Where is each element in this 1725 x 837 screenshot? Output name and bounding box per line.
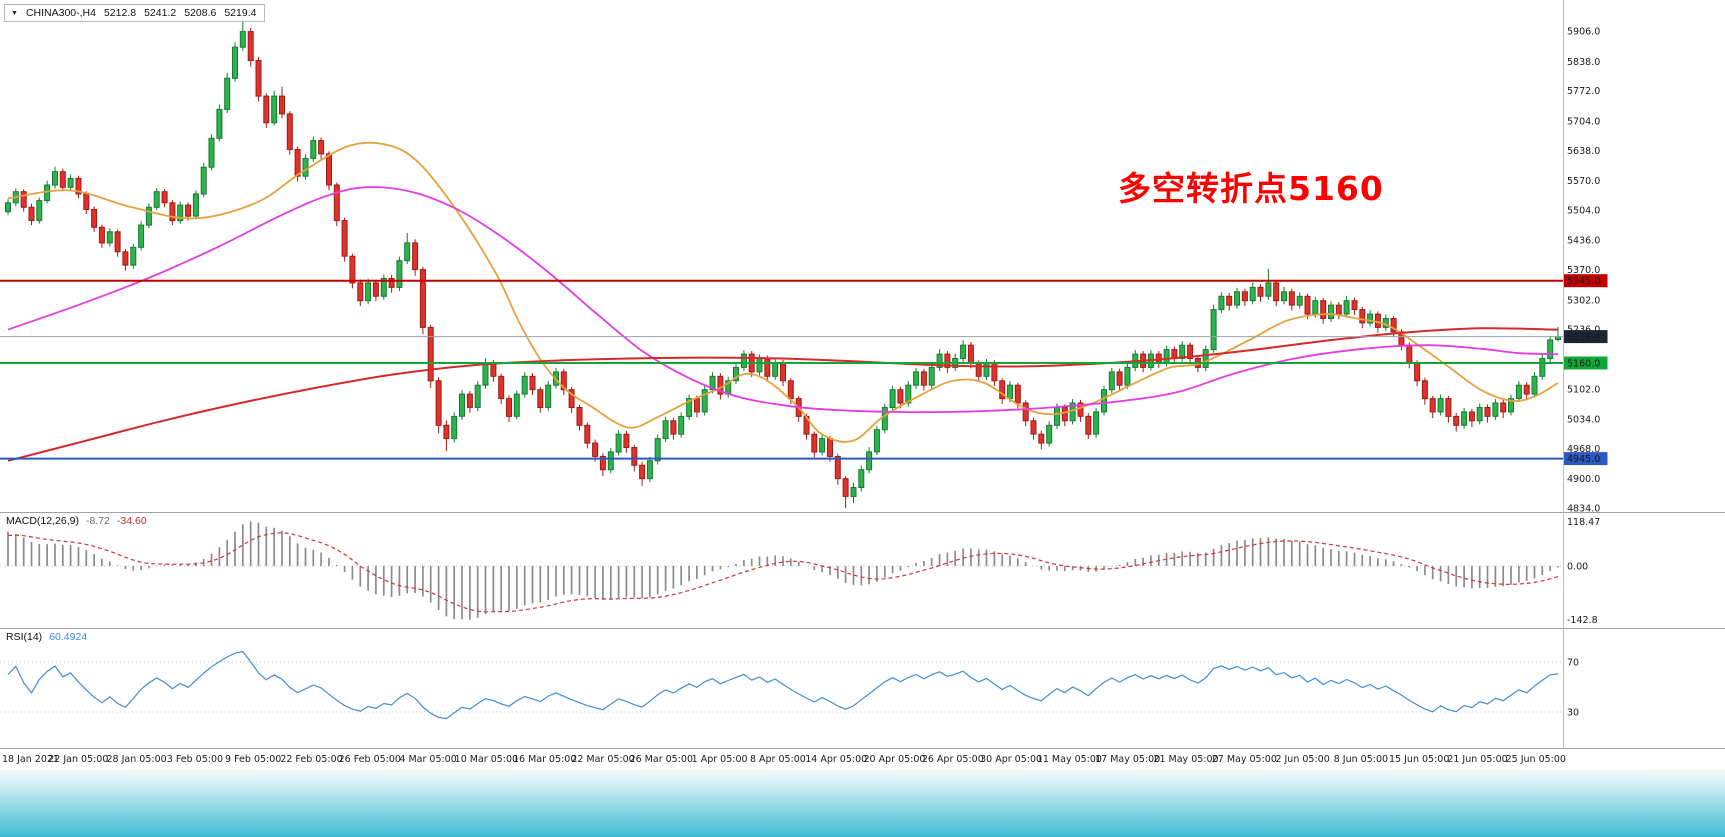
svg-text:15 Jun 05:00: 15 Jun 05:00 bbox=[1389, 754, 1449, 765]
macd-histogram bbox=[7, 521, 1559, 620]
macd-axis-label: 0.00 bbox=[1567, 562, 1588, 573]
svg-text:1 Apr 05:00: 1 Apr 05:00 bbox=[692, 754, 748, 765]
svg-text:22 Jan 05:00: 22 Jan 05:00 bbox=[48, 754, 108, 765]
price-tag bbox=[1563, 356, 1608, 370]
svg-text:28 Jan 05:00: 28 Jan 05:00 bbox=[107, 754, 167, 765]
rsi-value: 60.4924 bbox=[49, 631, 88, 643]
svg-text:21 May 05:00: 21 May 05:00 bbox=[1153, 754, 1218, 765]
svg-text:10 Mar 05:00: 10 Mar 05:00 bbox=[455, 754, 518, 765]
macd-name: MACD(12,26,9) bbox=[6, 515, 79, 527]
svg-text:26 Apr 05:00: 26 Apr 05:00 bbox=[922, 754, 984, 765]
macd-signal-line bbox=[7, 532, 1559, 613]
svg-text:25 Jun 05:00: 25 Jun 05:00 bbox=[1506, 754, 1566, 765]
svg-text:14 Apr 05:00: 14 Apr 05:00 bbox=[805, 754, 867, 765]
ohlc-low: 5208.6 bbox=[184, 7, 217, 19]
svg-text:5638.0: 5638.0 bbox=[1567, 146, 1600, 157]
svg-text:17 May 05:00: 17 May 05:00 bbox=[1095, 754, 1160, 765]
rsi-indicator-label: RSI(14) 60.4924 bbox=[6, 631, 87, 643]
svg-text:16 Mar 05:00: 16 Mar 05:00 bbox=[513, 754, 576, 765]
chart-canvas[interactable]: 5906.0 5838.0 5772.0 5704.0 5638.0 5570.0 5504… bbox=[0, 0, 1725, 770]
svg-text:5704.0: 5704.0 bbox=[1567, 116, 1600, 127]
bottom-gradient-bar bbox=[0, 770, 1725, 837]
symbol-info-box[interactable]: ▼ CHINA300-,H4 5212.8 5241.2 5208.6 5219… bbox=[4, 4, 266, 22]
svg-text:8 Jun 05:00: 8 Jun 05:00 bbox=[1334, 754, 1388, 765]
ma-line-mid bbox=[7, 186, 1559, 414]
svg-text:5436.0: 5436.0 bbox=[1567, 236, 1600, 247]
dropdown-arrow-icon[interactable]: ▼ bbox=[11, 9, 18, 17]
svg-text:9 Feb 05:00: 9 Feb 05:00 bbox=[225, 754, 281, 765]
svg-text:22 Mar 05:00: 22 Mar 05:00 bbox=[571, 754, 634, 765]
macd-axis-label: 118.47 bbox=[1567, 517, 1600, 528]
svg-text:5570.0: 5570.0 bbox=[1567, 176, 1600, 187]
rsi-axis-label: 30 bbox=[1567, 708, 1579, 719]
svg-text:26 Mar 05:00: 26 Mar 05:00 bbox=[630, 754, 693, 765]
macd-indicator-label: MACD(12,26,9) -8.72 -34.60 bbox=[6, 515, 147, 527]
svg-text:5345.0: 5345.0 bbox=[1567, 276, 1600, 287]
svg-text:26 Feb 05:00: 26 Feb 05:00 bbox=[339, 754, 401, 765]
svg-text:5838.0: 5838.0 bbox=[1567, 57, 1600, 68]
price-tag bbox=[1563, 330, 1608, 344]
svg-text:4 Mar 05:00: 4 Mar 05:00 bbox=[399, 754, 456, 765]
macd-signal-value: -34.60 bbox=[116, 515, 147, 527]
svg-text:5504.0: 5504.0 bbox=[1567, 205, 1600, 216]
ohlc-open: 5212.8 bbox=[103, 7, 137, 19]
svg-text:11 May 05:00: 11 May 05:00 bbox=[1037, 754, 1102, 765]
svg-text:5302.0: 5302.0 bbox=[1567, 295, 1600, 306]
svg-text:2 Jun 05:00: 2 Jun 05:00 bbox=[1275, 754, 1329, 765]
price-tag bbox=[1563, 274, 1608, 288]
svg-text:4834.0: 4834.0 bbox=[1567, 503, 1600, 514]
svg-text:27 May 05:00: 27 May 05:00 bbox=[1212, 754, 1277, 765]
svg-text:20 Apr 05:00: 20 Apr 05:00 bbox=[864, 754, 926, 765]
svg-text:4945.0: 4945.0 bbox=[1567, 454, 1600, 465]
svg-text:5906.0: 5906.0 bbox=[1567, 27, 1600, 38]
svg-text:5160.0: 5160.0 bbox=[1567, 358, 1600, 369]
trend-annotation: 多空转折点5160 bbox=[1118, 169, 1384, 208]
rsi-line bbox=[7, 650, 1559, 720]
svg-text:21 Jun 05:00: 21 Jun 05:00 bbox=[1447, 754, 1507, 765]
svg-text:4968.0: 4968.0 bbox=[1567, 444, 1600, 455]
candlestick-series bbox=[5, 20, 1561, 508]
svg-text:22 Feb 05:00: 22 Feb 05:00 bbox=[280, 754, 342, 765]
horizontal-level-lines: 5345.0 5160.0 4945.0 5219.4 bbox=[0, 274, 1608, 465]
macd-axis-label: -142.8 bbox=[1567, 615, 1598, 626]
svg-text:3 Feb 05:00: 3 Feb 05:00 bbox=[167, 754, 223, 765]
svg-text:5219.4: 5219.4 bbox=[1567, 332, 1600, 343]
svg-text:5370.0: 5370.0 bbox=[1567, 265, 1600, 276]
svg-text:18 Jan 2021: 18 Jan 2021 bbox=[2, 754, 59, 765]
symbol-name: CHINA300-,H4 bbox=[25, 7, 96, 19]
macd-main-value: -8.72 bbox=[85, 515, 110, 527]
ma-line-slow bbox=[7, 327, 1559, 462]
svg-text:5034.0: 5034.0 bbox=[1567, 415, 1600, 426]
ma-line-fast bbox=[7, 141, 1559, 443]
svg-text:30 Apr 05:00: 30 Apr 05:00 bbox=[980, 754, 1042, 765]
rsi-name: RSI(14) bbox=[6, 631, 43, 643]
rsi-axis-label: 70 bbox=[1567, 658, 1579, 669]
ohlc-close: 5219.4 bbox=[224, 7, 257, 19]
svg-text:5102.0: 5102.0 bbox=[1567, 384, 1600, 395]
svg-text:5772.0: 5772.0 bbox=[1567, 86, 1600, 97]
svg-text:8 Apr 05:00: 8 Apr 05:00 bbox=[750, 754, 806, 765]
price-tag bbox=[1563, 452, 1608, 466]
ohlc-high: 5241.2 bbox=[144, 7, 177, 19]
svg-text:4900.0: 4900.0 bbox=[1567, 474, 1600, 485]
price-axis-labels: 5906.0 5838.0 5772.0 5704.0 5638.0 5570.0 5504… bbox=[1567, 27, 1600, 515]
